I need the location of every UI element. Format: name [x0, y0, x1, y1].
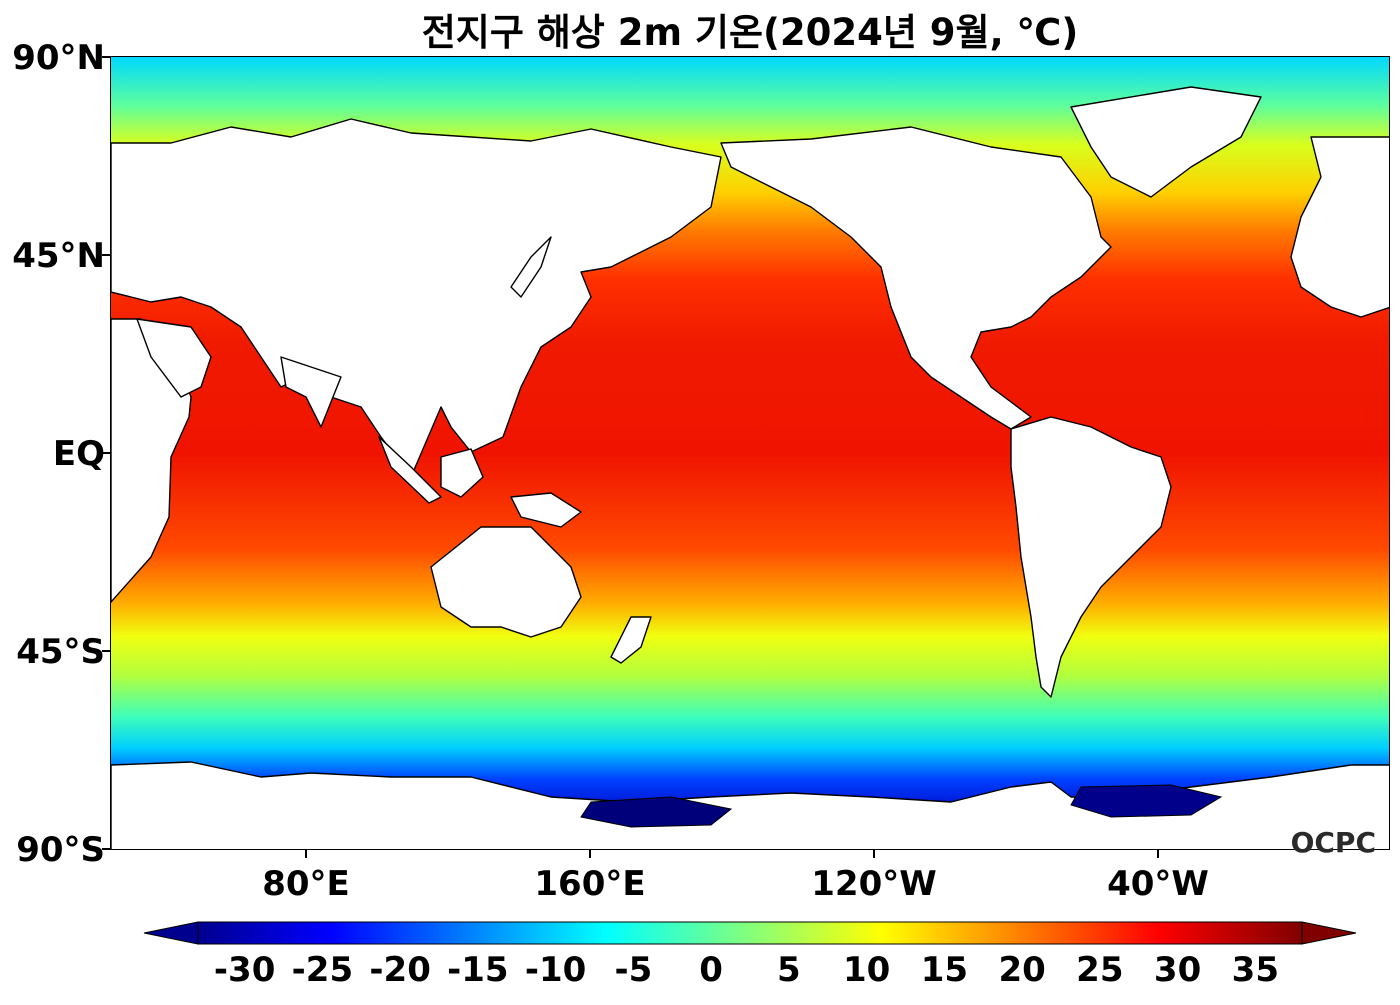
colorbar-tick-label: 0: [699, 950, 723, 990]
weddell-ice-shelf: [1070, 784, 1223, 818]
lat-tick: [102, 56, 110, 58]
lon-tick: [589, 850, 591, 858]
colorbar-tick-label: 20: [998, 950, 1046, 990]
colorbar: [143, 921, 1357, 945]
colorbar-tick-label: -25: [291, 950, 354, 990]
temperature-map: [111, 57, 1389, 849]
colorbar-tick-label: -15: [447, 950, 509, 990]
lat-label-eq: EQ: [52, 434, 105, 474]
lon-label-120w: 120°W: [811, 864, 937, 904]
lon-tick: [305, 850, 307, 858]
india-landmass: [280, 356, 342, 428]
colorbar-extend-low: [143, 921, 199, 945]
north-america-landmass: [720, 126, 1112, 430]
new-guinea-island: [510, 492, 582, 528]
eurasia-africa-landmass: [111, 118, 722, 478]
australia-landmass: [430, 526, 582, 638]
greenland-landmass: [1070, 86, 1262, 198]
landmasses: [111, 86, 1389, 849]
lat-tick: [102, 452, 110, 454]
europe-landmass: [1290, 136, 1389, 318]
japan-island: [510, 236, 552, 298]
colorbar-tick-label: 25: [1076, 950, 1124, 990]
map-panel: [110, 56, 1390, 850]
lat-label-45s: 45°S: [16, 632, 105, 672]
colorbar-tick-label: -10: [524, 950, 587, 990]
lat-tick: [102, 848, 110, 850]
colorbar-tick-label: 5: [777, 950, 801, 990]
colorbar-tick-label: -20: [369, 950, 431, 990]
lat-label-45n: 45°N: [12, 236, 105, 276]
sumatra-island: [378, 436, 442, 504]
lat-tick: [102, 650, 110, 652]
new-zealand-island: [610, 616, 652, 664]
ice-shelf-zones: [580, 784, 1223, 828]
lat-label-90s: 90°S: [16, 830, 105, 870]
colorbar-tick-label: 30: [1153, 950, 1202, 990]
antarctica-landmass: [111, 761, 1389, 849]
map-title: 전지구 해상 2m 기온(2024년 9월, ℃): [421, 11, 1079, 54]
lon-label-80e: 80°E: [262, 864, 350, 904]
colorbar-tick-label: -30: [213, 950, 276, 990]
lon-label-40w: 40°W: [1107, 864, 1209, 904]
borneo-island: [440, 448, 484, 498]
lat-label-90n: 90°N: [12, 38, 105, 78]
arabia-landmass: [136, 318, 212, 398]
colorbar-extend-high: [1301, 921, 1357, 945]
ross-ice-shelf: [580, 796, 733, 828]
lat-tick: [102, 254, 110, 256]
colorbar-body: [197, 921, 1303, 945]
ocpc-logo: OCPC: [1290, 826, 1376, 859]
south-america-landmass: [1010, 416, 1172, 698]
colorbar-tick-label: 10: [842, 950, 891, 990]
colorbar-tick-label: 35: [1231, 950, 1279, 990]
lon-tick: [873, 850, 875, 858]
colorbar-tick-label: -5: [614, 950, 653, 990]
lon-tick: [1157, 850, 1159, 858]
lon-label-160e: 160°E: [534, 864, 646, 904]
colorbar-tick-label: 15: [920, 950, 969, 990]
